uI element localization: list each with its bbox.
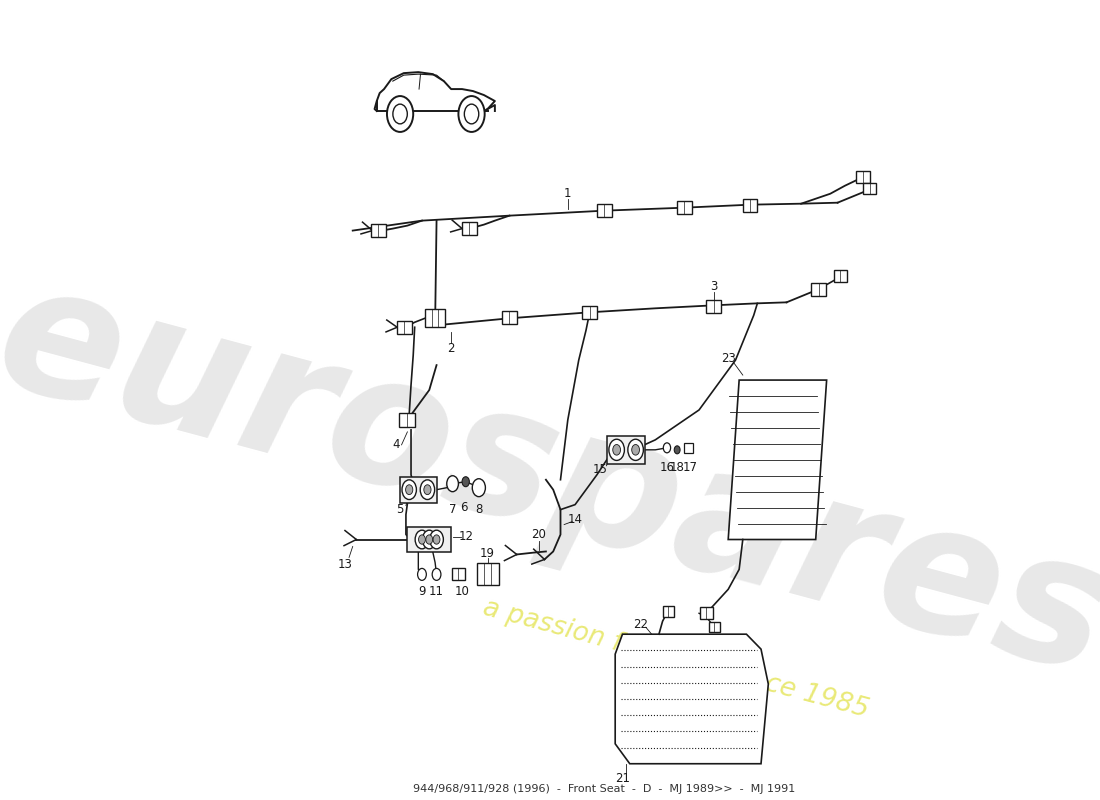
Text: 14: 14: [568, 513, 583, 526]
Bar: [597, 204, 612, 217]
Text: 22: 22: [634, 618, 648, 630]
Text: 15: 15: [593, 463, 608, 476]
Bar: [399, 413, 416, 427]
Circle shape: [674, 446, 680, 454]
Bar: [684, 443, 693, 453]
Text: 20: 20: [531, 528, 546, 541]
Bar: [425, 310, 446, 327]
Polygon shape: [615, 634, 768, 764]
Bar: [503, 311, 517, 324]
Bar: [864, 183, 877, 194]
Text: 5: 5: [396, 503, 404, 516]
Text: 9: 9: [418, 585, 426, 598]
Circle shape: [420, 480, 434, 499]
Circle shape: [663, 443, 671, 453]
Circle shape: [426, 535, 432, 544]
Circle shape: [628, 439, 643, 461]
Circle shape: [422, 530, 436, 549]
Circle shape: [609, 439, 625, 461]
Circle shape: [424, 485, 431, 494]
Text: 7: 7: [449, 503, 456, 516]
Bar: [462, 222, 476, 235]
Text: 3: 3: [710, 280, 717, 293]
Bar: [662, 606, 674, 617]
Text: 19: 19: [480, 547, 495, 560]
Circle shape: [430, 530, 443, 549]
Text: 2: 2: [448, 342, 455, 354]
Circle shape: [432, 569, 441, 580]
Text: 6: 6: [461, 501, 468, 514]
Circle shape: [415, 530, 429, 549]
Text: 10: 10: [454, 585, 470, 598]
Bar: [582, 306, 597, 318]
Text: 13: 13: [338, 558, 353, 571]
Bar: [371, 224, 385, 237]
Text: 11: 11: [429, 585, 444, 598]
Circle shape: [387, 96, 414, 132]
Text: 944/968/911/928 (1996)  -  Front Seat  -  D  -  MJ 1989>>  -  MJ 1991: 944/968/911/928 (1996) - Front Seat - D …: [414, 784, 795, 794]
Bar: [708, 622, 719, 632]
Text: 12: 12: [459, 530, 473, 543]
Circle shape: [418, 569, 427, 580]
Text: a passion for parts since 1985: a passion for parts since 1985: [481, 595, 872, 723]
Polygon shape: [728, 380, 826, 539]
Bar: [400, 477, 437, 502]
Circle shape: [631, 445, 639, 455]
Circle shape: [406, 485, 412, 494]
Circle shape: [472, 478, 485, 497]
Text: 21: 21: [615, 772, 630, 785]
Bar: [397, 321, 411, 334]
Text: 17: 17: [683, 462, 697, 474]
Text: 4: 4: [393, 438, 400, 451]
Circle shape: [393, 104, 407, 124]
Bar: [452, 569, 465, 580]
Text: eurospares: eurospares: [0, 247, 1100, 712]
Circle shape: [459, 96, 485, 132]
Bar: [476, 563, 498, 586]
Circle shape: [419, 535, 426, 544]
Text: 8: 8: [475, 503, 483, 516]
Bar: [812, 283, 826, 296]
Text: 1: 1: [564, 187, 572, 200]
Circle shape: [462, 477, 470, 486]
Bar: [678, 201, 692, 214]
Circle shape: [613, 445, 620, 455]
Circle shape: [402, 480, 417, 499]
Bar: [407, 526, 451, 553]
Bar: [834, 270, 847, 282]
Text: 23: 23: [720, 352, 736, 365]
Circle shape: [447, 476, 459, 492]
Bar: [607, 436, 645, 464]
Bar: [706, 300, 721, 313]
Circle shape: [433, 535, 440, 544]
Bar: [856, 170, 870, 182]
Text: 18: 18: [670, 462, 684, 474]
Circle shape: [464, 104, 478, 124]
Text: 16: 16: [660, 462, 674, 474]
Bar: [742, 199, 758, 212]
Bar: [700, 607, 713, 619]
